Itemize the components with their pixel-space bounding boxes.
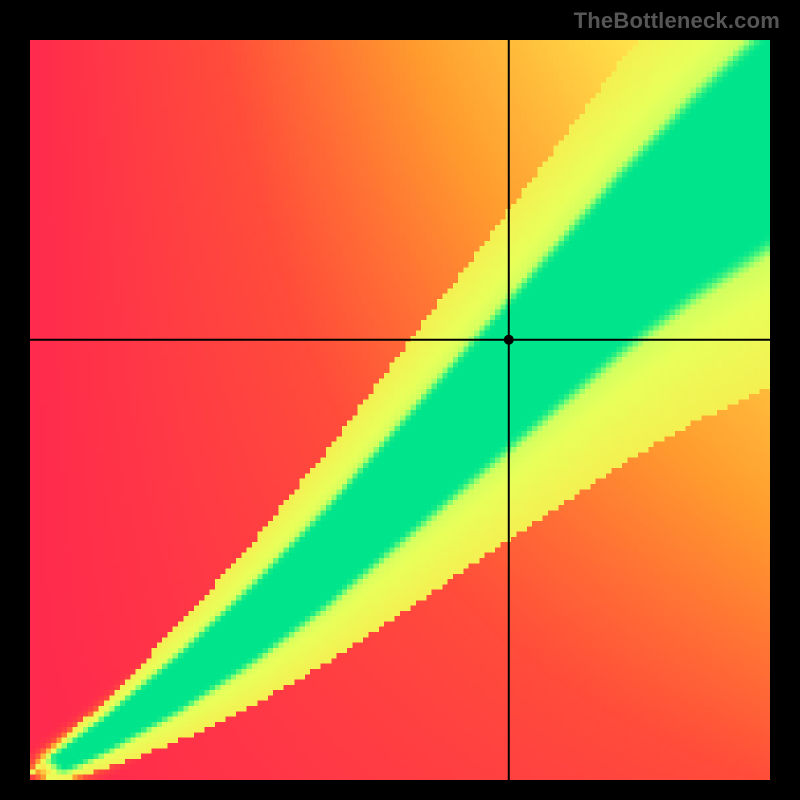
watermark-text: TheBottleneck.com xyxy=(574,8,780,34)
chart-stage: TheBottleneck.com xyxy=(0,0,800,800)
bottleneck-heatmap xyxy=(30,40,770,780)
